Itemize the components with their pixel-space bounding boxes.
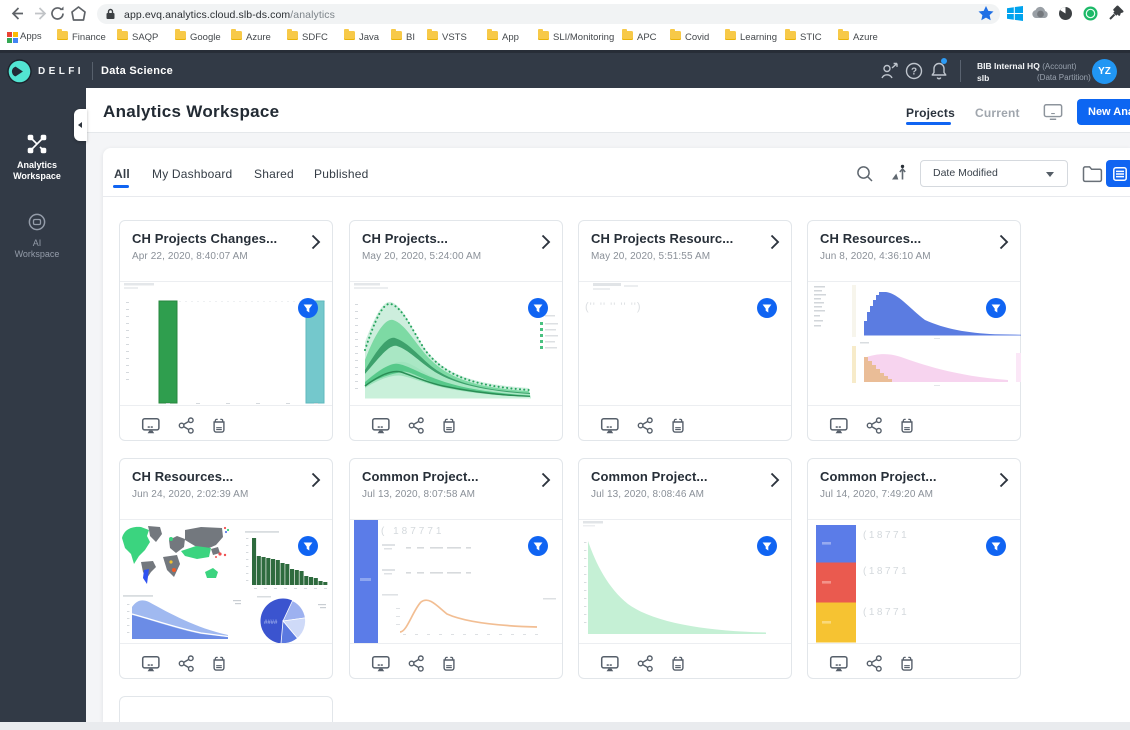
svg-text:(18771: (18771 <box>863 566 909 577</box>
svg-text:('' '' '' '' ''): ('' '' '' '' '') <box>585 301 642 313</box>
svg-text:?: ? <box>911 67 917 78</box>
svg-text:( 187771: ( 187771 <box>381 526 444 537</box>
svg-text:(18771: (18771 <box>863 530 909 541</box>
svg-text:(18771: (18771 <box>863 607 909 618</box>
svg-text:####: #### <box>264 620 278 626</box>
